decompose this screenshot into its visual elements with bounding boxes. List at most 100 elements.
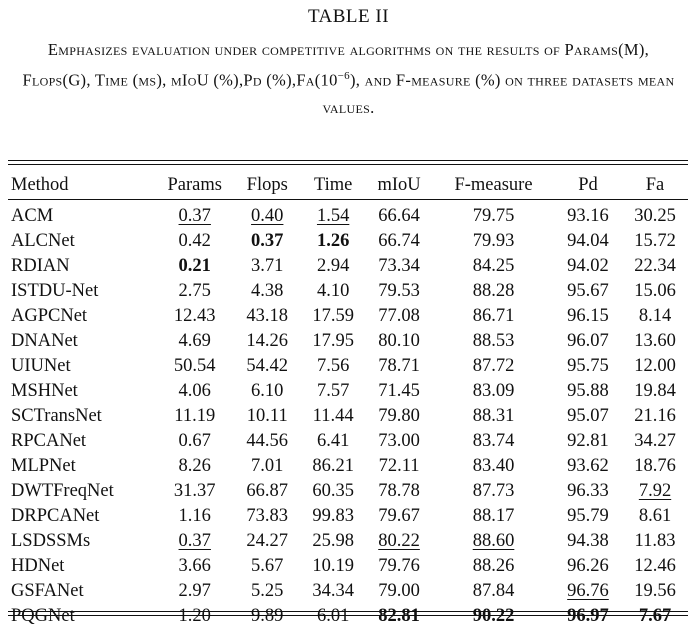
cell-value: 44.56: [246, 431, 289, 451]
table-row: MLPNet 8.26 7.01 86.21 72.11 83.40 93.62 18.76: [8, 454, 688, 479]
table-row: MSHNet 4.06 6.10 7.57 71.45 83.09 95.88 19.84: [8, 379, 688, 404]
cell-value: 4.69: [178, 331, 211, 351]
cell-time: 60.35: [301, 479, 365, 504]
cell-value: 4.10: [316, 281, 350, 301]
cell-method: UIUNet: [11, 356, 71, 376]
table-caption: Emphasizes evaluation under competitive …: [14, 36, 683, 121]
cell-value: 94.02: [567, 256, 609, 276]
cell-value: 50.54: [173, 356, 216, 376]
cell-value: 79.93: [472, 231, 515, 251]
cell-fa: 8.61: [622, 504, 688, 529]
cell-pd: 92.81: [554, 429, 622, 454]
cell-value: 10.11: [246, 406, 288, 426]
col-header-time: Time: [313, 175, 353, 195]
cell-params: 4.06: [156, 379, 233, 404]
cell-value: 19.84: [634, 381, 676, 401]
cell-value: 34.27: [634, 431, 676, 451]
cell-fmeasure: 79.93: [433, 229, 554, 254]
cell-flops: 66.87: [233, 479, 301, 504]
table-row: GSFANet 2.97 5.25 34.34 79.00 87.84 96.76 19.56: [8, 579, 688, 604]
cell-value: 96.26: [567, 556, 609, 576]
cell-value: 14.26: [246, 331, 289, 351]
cell-pd: 95.07: [554, 404, 622, 429]
table-row: AGPCNet 12.43 43.18 17.59 77.08 86.71 96.15 8.1…: [8, 304, 688, 329]
cell-value: 34.34: [312, 581, 354, 601]
cell-flops: 6.10: [233, 379, 301, 404]
cell-miou: 79.67: [365, 504, 433, 529]
cell-value: 83.09: [472, 381, 515, 401]
cell-value: 15.06: [634, 281, 676, 301]
cell-value: 87.84: [472, 581, 515, 601]
cell-fmeasure: 83.74: [433, 429, 554, 454]
cell-value: 2.94: [316, 256, 350, 276]
cell-value: 60.35: [312, 481, 354, 501]
cell-time: 6.41: [301, 429, 365, 454]
bottom-rule: [8, 611, 688, 613]
cell-pd: 93.62: [554, 454, 622, 479]
cell-method: PQGNet: [11, 606, 75, 626]
cell-value: 7.56: [316, 356, 350, 376]
cell-value: 0.42: [178, 231, 211, 251]
cell-fa: 19.56: [622, 579, 688, 604]
cell-time: 7.57: [301, 379, 365, 404]
col-header-fmeasure: F-measure: [454, 175, 533, 195]
cell-pd: 95.88: [554, 379, 622, 404]
cell-value: 5.25: [251, 581, 284, 601]
cell-params: 0.21: [156, 254, 233, 279]
cell-fa: 30.25: [622, 200, 688, 229]
caption-exponent: −6: [337, 70, 350, 82]
cell-fmeasure: 83.09: [433, 379, 554, 404]
cell-pd: 96.07: [554, 329, 622, 354]
cell-method: HDNet: [11, 556, 65, 576]
cell-value: 1.26: [316, 231, 350, 251]
table-row: UIUNet 50.54 54.42 7.56 78.71 87.72 95.75 12.00: [8, 354, 688, 379]
cell-value: 96.33: [567, 481, 609, 501]
cell-fa: 11.83: [622, 529, 688, 554]
table-row: ALCNet 0.42 0.37 1.26 66.74 79.93 94.04 15.72: [8, 229, 688, 254]
cell-fmeasure: 87.84: [433, 579, 554, 604]
cell-fmeasure: 79.75: [433, 200, 554, 229]
table-row: ISTDU-Net 2.75 4.38 4.10 79.53 88.28 95.67 15.0…: [8, 279, 688, 304]
cell-value: 0.67: [178, 431, 211, 451]
cell-miou: 66.64: [365, 200, 433, 229]
cell-fa: 21.16: [622, 404, 688, 429]
cell-params: 11.19: [156, 404, 233, 429]
cell-params: 0.37: [156, 529, 233, 554]
cell-time: 17.59: [301, 304, 365, 329]
results-table: Method Params Flops Time mIoU F-measure …: [8, 170, 688, 629]
cell-method: LSDSSMs: [11, 531, 91, 551]
cell-value: 17.95: [312, 331, 354, 351]
cell-fmeasure: 86.71: [433, 304, 554, 329]
cell-fmeasure: 88.26: [433, 554, 554, 579]
cell-value: 79.00: [378, 581, 420, 601]
cell-value: 18.76: [634, 456, 676, 476]
col-header-flops: Flops: [246, 175, 288, 195]
cell-method: MLPNet: [11, 456, 76, 476]
cell-method: GSFANet: [11, 581, 84, 601]
cell-value: 95.79: [567, 506, 609, 526]
cell-value: 88.17: [472, 506, 515, 526]
cell-value: 77.08: [378, 306, 420, 326]
cell-flops: 43.18: [233, 304, 301, 329]
cell-value: 3.71: [251, 256, 284, 276]
cell-value: 88.26: [472, 556, 515, 576]
cell-params: 31.37: [156, 479, 233, 504]
cell-params: 1.20: [156, 604, 233, 629]
cell-value: 99.83: [312, 506, 354, 526]
cell-method: ISTDU-Net: [11, 281, 99, 301]
cell-pd: 94.38: [554, 529, 622, 554]
cell-time: 1.26: [301, 229, 365, 254]
cell-value: 95.88: [567, 381, 609, 401]
cell-method: SCTransNet: [11, 406, 102, 426]
cell-miou: 79.76: [365, 554, 433, 579]
cell-params: 3.66: [156, 554, 233, 579]
cell-time: 17.95: [301, 329, 365, 354]
cell-value: 86.71: [472, 306, 515, 326]
cell-fmeasure: 88.53: [433, 329, 554, 354]
cell-params: 12.43: [156, 304, 233, 329]
cell-miou: 71.45: [365, 379, 433, 404]
cell-flops: 0.37: [233, 229, 301, 254]
cell-value: 17.59: [312, 306, 354, 326]
cell-flops: 9.89: [233, 604, 301, 629]
cell-value: 0.37: [178, 206, 211, 226]
